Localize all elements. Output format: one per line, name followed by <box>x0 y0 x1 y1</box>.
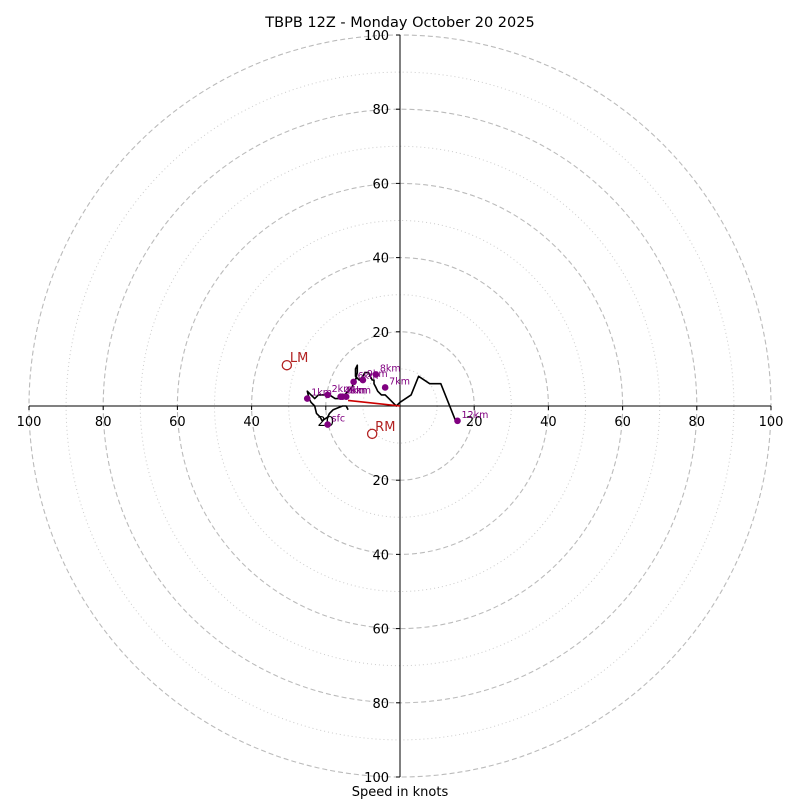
y-tick-label: 60 <box>372 623 389 638</box>
height-point-label: 4km <box>345 386 366 397</box>
y-tick-label: 80 <box>372 697 389 712</box>
x-tick-label: 80 <box>95 415 112 430</box>
height-point-label: 8km <box>380 363 401 374</box>
storm-motion-marker <box>281 359 293 371</box>
height-point-marker <box>372 371 380 378</box>
height-point-label: 12km <box>462 410 489 421</box>
shear-vector <box>347 399 401 407</box>
y-tick-label: 20 <box>372 474 389 489</box>
height-point-label: 6km <box>358 371 379 382</box>
x-tick-label: 100 <box>17 415 42 430</box>
y-tick-group: 100 80 60 40 20 20 40 60 80 100 <box>364 29 400 786</box>
height-point-marker <box>337 393 344 401</box>
height-point-marker <box>342 393 350 401</box>
y-tick-label: 80 <box>372 103 389 118</box>
height-point-label: 5km <box>350 386 371 397</box>
y-tick-label: 60 <box>372 177 389 192</box>
y-tick-label: 40 <box>372 252 389 267</box>
height-point-label: 2km <box>332 384 353 395</box>
height-point-marker <box>324 391 331 399</box>
storm-motion-label: RM <box>375 420 395 435</box>
height-point-marker <box>303 395 311 402</box>
height-point-marker <box>324 421 331 428</box>
height-point-marker <box>454 417 461 425</box>
height-point-marker <box>359 376 367 384</box>
x-tick-label: 80 <box>689 415 706 430</box>
x-tick-label: 60 <box>614 415 631 430</box>
y-tick-label: 100 <box>364 29 389 44</box>
chart-title: TBPB 12Z - Monday October 20 2025 <box>264 15 534 31</box>
y-tick-label: 100 <box>364 771 389 786</box>
y-tick-label: 40 <box>372 548 389 563</box>
storm-motion-marker <box>366 428 378 440</box>
storm-motion-label: LM <box>290 351 308 366</box>
storm-motion-group: LM RM <box>281 351 395 440</box>
x-tick-label: 100 <box>759 415 784 430</box>
x-tick-label: 20 <box>466 415 483 430</box>
height-point-label: sfc <box>332 414 346 425</box>
height-point-label: 3km <box>346 386 367 397</box>
height-point-label: 7km <box>389 376 410 387</box>
height-point-marker <box>381 384 389 391</box>
height-point-label: 1km <box>311 388 332 399</box>
height-point-label: 9km <box>367 369 388 380</box>
x-tick-label: 40 <box>243 415 260 430</box>
x-axis-label: Speed in knots <box>352 785 449 800</box>
x-tick-label: 40 <box>540 415 557 430</box>
x-tick-label: 60 <box>169 415 186 430</box>
y-tick-label: 20 <box>372 326 389 341</box>
height-point-marker <box>350 378 357 386</box>
